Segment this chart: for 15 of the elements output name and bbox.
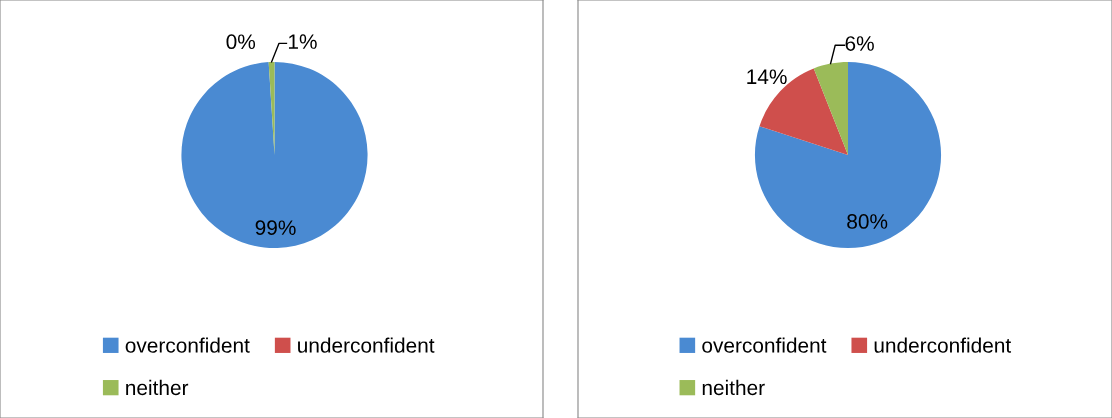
legend-label: overconfident [702, 337, 827, 353]
legend-label: neither [702, 379, 765, 396]
data-label: 99% [255, 220, 296, 236]
text: 0% [226, 34, 256, 50]
pie-slice [813, 61, 848, 155]
legend-label: neither [126, 379, 189, 396]
pie-slice [268, 61, 275, 155]
legend-label: overconfident [125, 337, 250, 353]
data-label: 6% [845, 36, 874, 51]
data-label: 14% [747, 69, 787, 85]
data-label: 80% [847, 214, 888, 229]
data-label: 1% [288, 34, 317, 49]
pie-slice [181, 61, 368, 249]
legend-label: underconfident [874, 337, 1012, 353]
legend-label: underconfident [298, 337, 435, 353]
